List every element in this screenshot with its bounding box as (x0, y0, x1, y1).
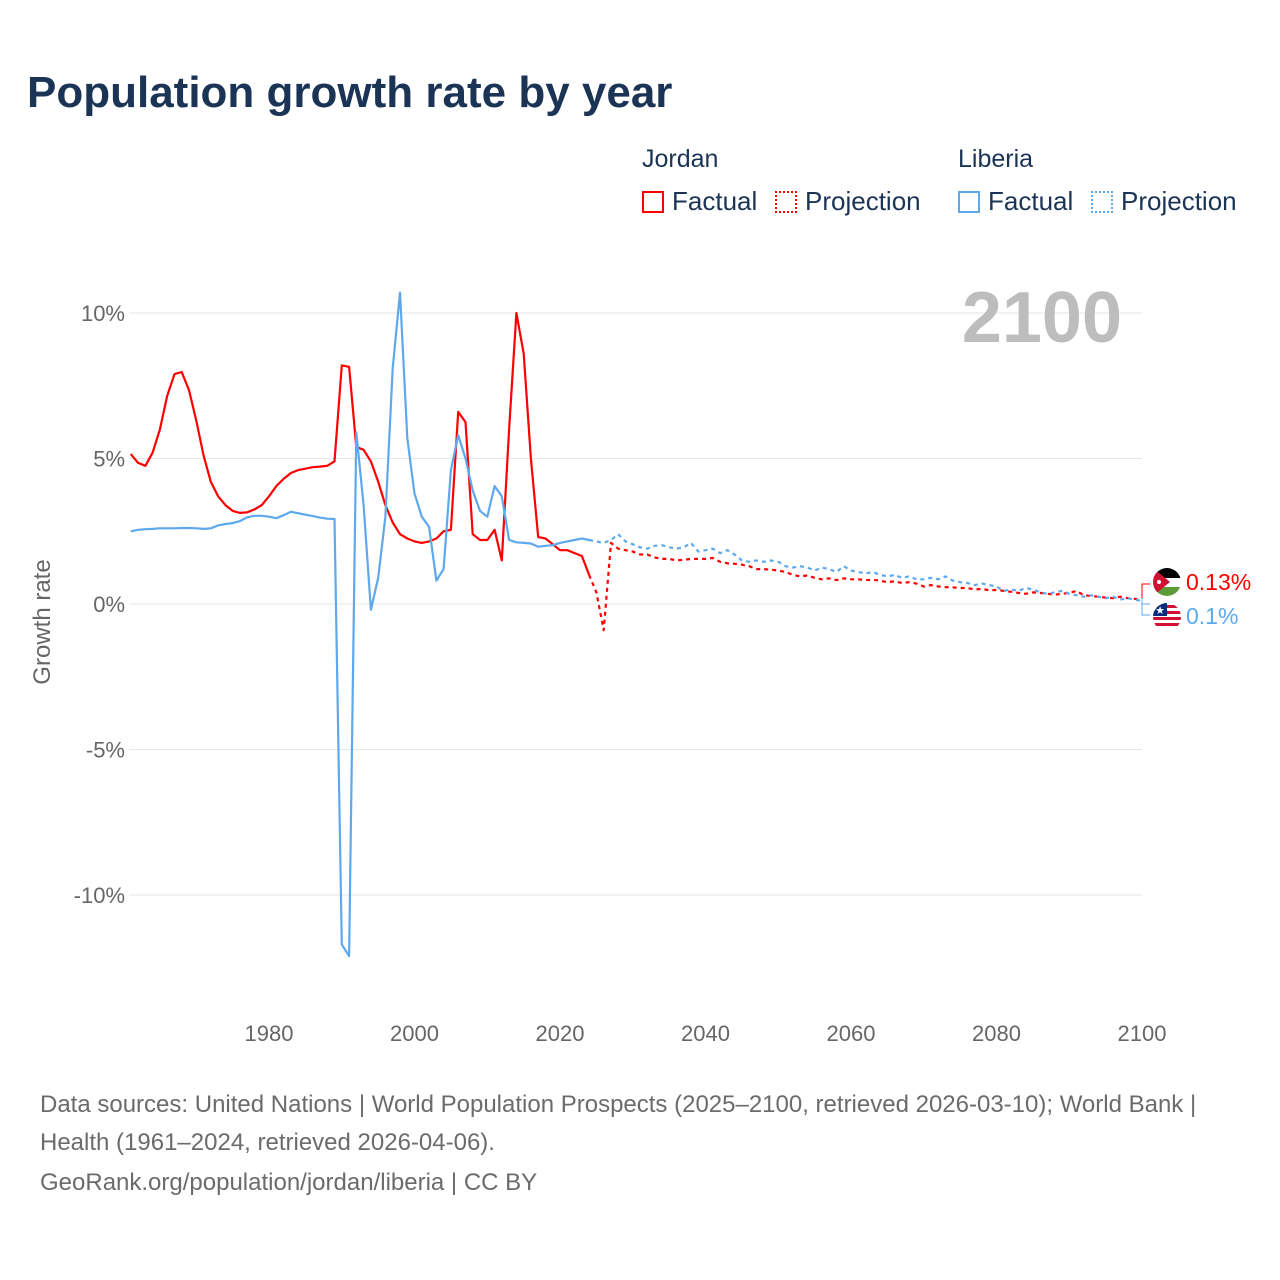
x-tick-label: 2040 (681, 1021, 730, 1046)
liberia-end-value: 0.1% (1186, 603, 1238, 629)
svg-text:★: ★ (1155, 605, 1165, 617)
data-sources: Data sources: United Nations | World Pop… (40, 1091, 1197, 1156)
x-tick-label: 2000 (390, 1021, 439, 1046)
series-liberia-projection (588, 533, 1143, 603)
x-tick-label: 2020 (536, 1021, 585, 1046)
series-liberia-factual (130, 291, 590, 958)
legend-label: Factual (672, 186, 758, 216)
legend-group-liberia: Liberia (958, 145, 1034, 173)
y-tick-label: 0% (93, 592, 125, 617)
legend-label: Factual (988, 186, 1074, 216)
legend-liberia-factual[interactable]: Factual (958, 186, 1073, 217)
legend-swatch-dotted-red (775, 190, 797, 213)
legend-jordan-factual[interactable]: Factual (642, 186, 757, 217)
jordan-end-value: 0.13% (1186, 569, 1251, 595)
credit-link[interactable]: GeoRank.org/population/jordan/liberia | … (40, 1169, 538, 1196)
legend-swatch-solid-blue (958, 190, 980, 213)
legend-swatch-solid-red (642, 190, 664, 213)
connector-jordan (1141, 583, 1150, 598)
series-jordan-factual (129, 311, 591, 576)
end-labels: ★ 0.13% 0.1% (1141, 568, 1251, 631)
connector (1141, 583, 1150, 616)
y-tick-label: -10% (74, 883, 125, 908)
year-watermark: 2100 (962, 278, 1122, 358)
jordan-flag-icon (1153, 568, 1181, 596)
legend-group-jordan: Jordan (642, 145, 719, 173)
chart-title: Population growth rate by year (27, 68, 673, 117)
y-axis-label: Growth rate (29, 559, 56, 684)
x-tick-label: 2060 (827, 1021, 876, 1046)
y-tick-label: -5% (86, 738, 125, 763)
y-tick-label: 5% (93, 447, 125, 472)
liberia-flag-icon: ★ (1153, 603, 1181, 631)
series-jordan-projection (588, 541, 1143, 632)
legend-label: Projection (805, 186, 921, 216)
legend-jordan-projection[interactable]: Projection (775, 186, 921, 217)
x-tick-label: 2100 (1118, 1021, 1167, 1046)
legend-liberia-projection[interactable]: Projection (1091, 186, 1237, 217)
x-tick-label: 1980 (245, 1021, 294, 1046)
y-tick-label: 10% (81, 301, 125, 326)
legend-label: Projection (1121, 186, 1237, 216)
x-tick-label: 2080 (972, 1021, 1021, 1046)
legend-swatch-dotted-blue (1091, 190, 1113, 213)
